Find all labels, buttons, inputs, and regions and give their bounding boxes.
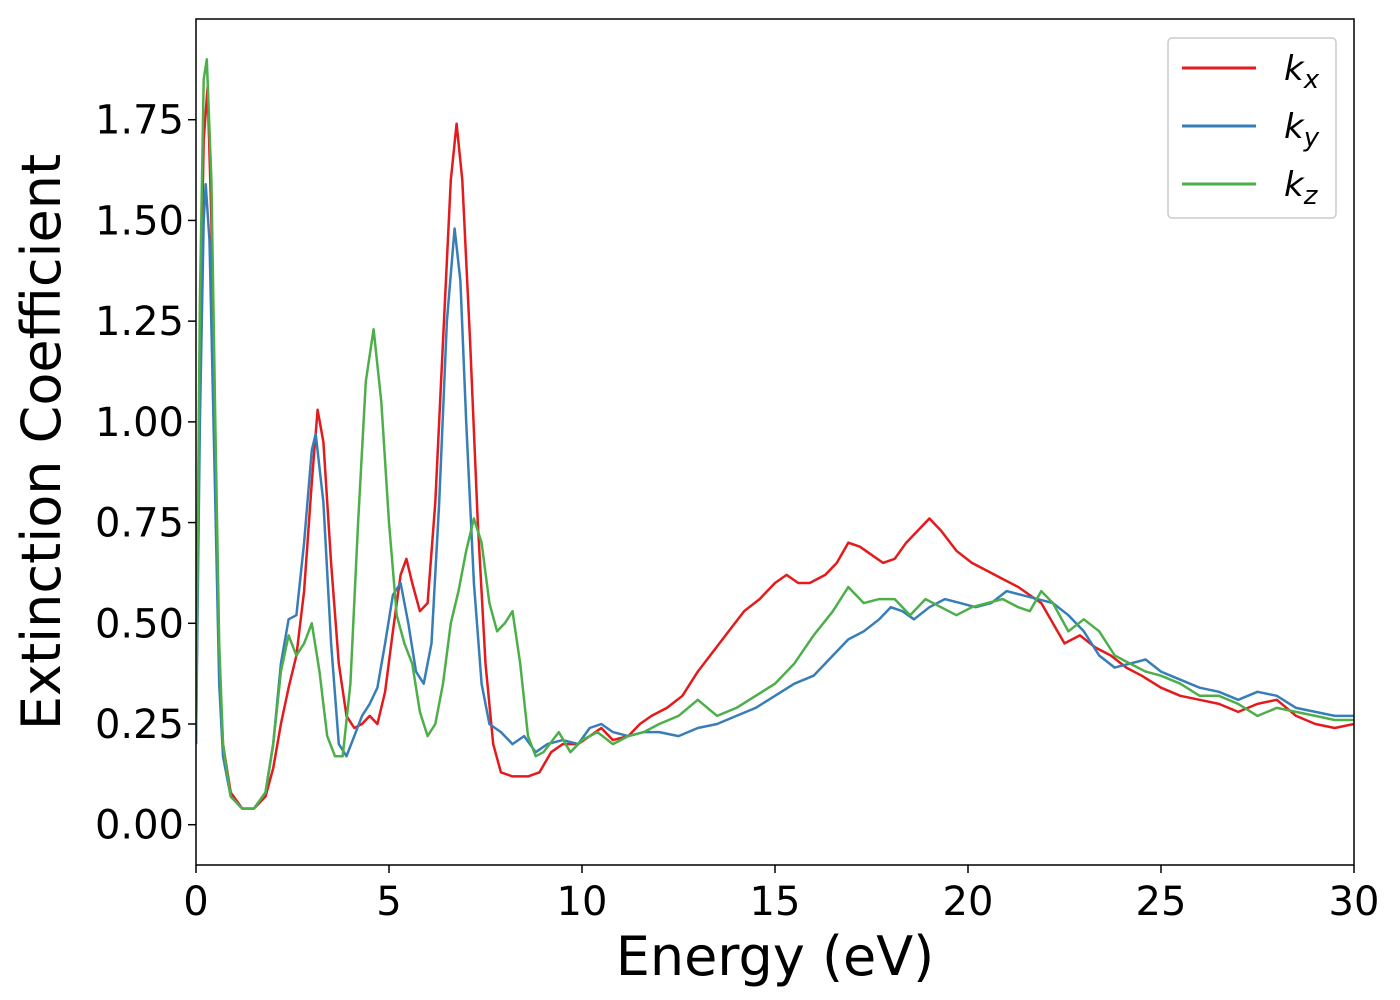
y-tick-label: 0.75: [95, 501, 184, 547]
x-tick-label: 20: [943, 879, 994, 925]
y-tick-label: 0.25: [95, 702, 184, 748]
legend-label-subscript: z: [1303, 181, 1319, 211]
legend-label-main: k: [1284, 49, 1305, 89]
y-tick-label: 1.00: [95, 400, 184, 446]
y-tick-label: 1.50: [95, 198, 184, 244]
y-tick-label: 0.00: [95, 803, 184, 849]
legend-label-subscript: y: [1303, 123, 1320, 153]
x-tick-label: 10: [557, 879, 608, 925]
legend-label-kx: kx: [1284, 49, 1320, 95]
x-tick-label: 5: [376, 879, 401, 925]
series-line-kz: [196, 58, 1354, 810]
y-tick-label: 0.50: [95, 601, 184, 647]
legend-label-subscript: x: [1303, 65, 1320, 95]
x-tick-label: 30: [1329, 879, 1380, 925]
x-axis-label: Energy (eV): [616, 925, 935, 988]
y-axis: 0.00 0.25 0.50 0.75 1.00 1.25 1.50 1.75: [95, 98, 196, 849]
x-tick-label: 0: [183, 879, 208, 925]
legend-label-main: k: [1284, 107, 1305, 147]
legend-label-kz: kz: [1284, 165, 1319, 211]
y-tick-label: 1.75: [95, 98, 184, 144]
x-tick-label: 25: [1136, 879, 1187, 925]
legend-label-ky: ky: [1284, 107, 1320, 153]
series-layer: [196, 58, 1354, 810]
series-line-kx: [196, 86, 1354, 810]
series-line-ky: [196, 182, 1354, 810]
x-axis: 0 5 10 15 20 25 30: [183, 865, 1379, 925]
y-axis-label: Extinction Coefficient: [10, 154, 73, 730]
x-tick-label: 15: [750, 879, 801, 925]
y-tick-label: 1.25: [95, 299, 184, 345]
legend-label-main: k: [1284, 165, 1305, 205]
legend-box: [1167, 37, 1337, 219]
